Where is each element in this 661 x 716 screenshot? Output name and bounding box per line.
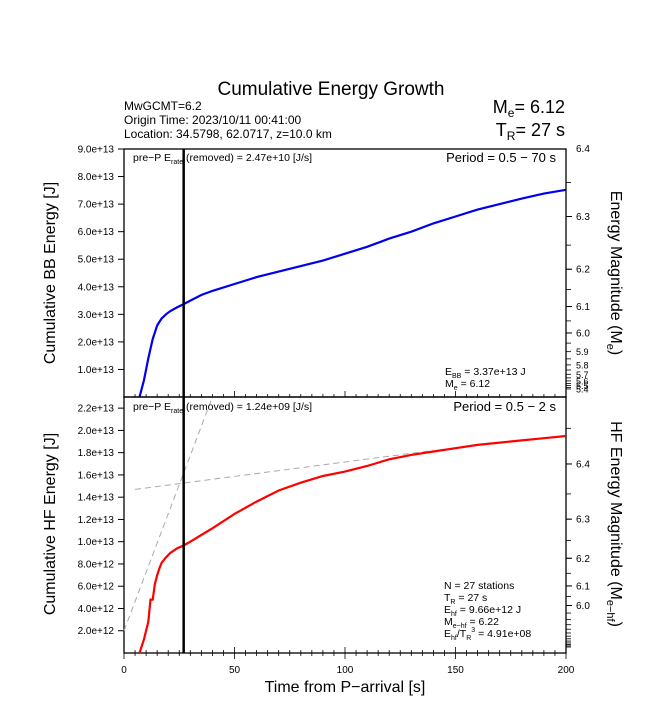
y2-tick-label: 6.2	[576, 265, 590, 276]
y-tick-label: 4.0e+12	[78, 604, 115, 615]
me-summary: Me= 6.12	[493, 97, 565, 120]
y-tick-label: 1.2e+13	[78, 515, 115, 526]
y-tick-label: 1.6e+13	[78, 470, 115, 481]
hf-energy-line	[138, 434, 567, 654]
y-tick-label: 4.0e+13	[78, 282, 115, 293]
bb-magnitude-axis: 6.0 6.1 6.2 6.3 6.4 5.9 5.85.75.65.55.4	[566, 144, 590, 394]
bb-y-axis-label: Cumulative BB Energy [J]	[42, 182, 59, 364]
hf-magnitude-axis: 6.0 6.1 6.2 6.3 6.4	[566, 427, 590, 648]
bb-period-label: Period = 0.5 − 70 s	[446, 150, 556, 165]
y-tick-label: 6.0e+12	[78, 582, 115, 593]
hf-pre-p-rate: pre−P Erate (removed) = 1.24e+09 [J/s]	[133, 401, 312, 415]
hf-stat-stations: N = 27 stations	[444, 580, 514, 592]
y-tick-label: 8.0e+12	[78, 559, 115, 570]
y2-tick-label: 6.4	[576, 144, 590, 155]
bb-stat-me: Me = 6.12	[445, 378, 490, 392]
y-tick-label: 8.0e+13	[78, 172, 115, 183]
hf-period-label: Period = 0.5 − 2 s	[453, 399, 556, 414]
y2-minor-label: 5.7	[576, 370, 589, 380]
y-tick-label: 7.0e+13	[78, 200, 115, 211]
y-tick-label: 5.0e+13	[78, 255, 115, 266]
hf-y-axis-label: Cumulative HF Energy [J]	[42, 433, 59, 615]
y2-tick-label: 6.0	[576, 328, 590, 339]
y2-tick-label: 6.2	[576, 554, 590, 565]
y2-tick-label: 6.1	[576, 581, 590, 592]
y2-minor-label: 5.9	[576, 347, 589, 357]
y2-minor-label: 5.4	[576, 384, 589, 394]
x-tick-label: 100	[337, 665, 354, 676]
hf-stat-tr: TR = 27 s	[444, 592, 487, 606]
y-tick-label: 1.0e+13	[78, 537, 115, 548]
time-x-axis: 0 50 100 150 200	[121, 647, 575, 676]
y2-tick-label: 6.3	[576, 212, 590, 223]
y-tick-label: 2.0e+13	[78, 426, 115, 437]
y-tick-label: 1.4e+13	[78, 493, 115, 504]
chart-title: Cumulative Energy Growth	[217, 79, 444, 100]
hf-stat-ratio: Ehf/TR3 = 4.91e+08	[444, 627, 531, 642]
y-tick-label: 1.8e+13	[78, 448, 115, 459]
y2-tick-label: 6.4	[576, 459, 590, 470]
hf-stat-me-hf: Me−hf = 6.22	[444, 616, 499, 630]
y-tick-label: 3.0e+13	[78, 310, 115, 321]
hf-stat-ehf: Ehf = 9.66e+12 J	[444, 604, 521, 618]
x-tick-label: 150	[447, 665, 464, 676]
hf-late-slope-fit	[134, 449, 434, 490]
hf-energy-panel: 2.0e+12 4.0e+12 6.0e+12 8.0e+12 1.0e+13 1.2e+…	[42, 391, 624, 696]
bb-energy-line	[138, 188, 567, 398]
x-tick-label: 50	[229, 665, 241, 676]
y2-minor-label: 5.6	[576, 376, 589, 386]
y-tick-label: 1.0e+13	[78, 365, 115, 376]
y2-tick-label: 6.0	[576, 601, 590, 612]
bb-x-minor-ticks	[123, 391, 567, 397]
x-tick-label: 0	[121, 665, 127, 676]
y2-minor-label: 5.8	[576, 360, 589, 370]
bb-plot-frame	[123, 148, 567, 398]
x-tick-label: 200	[558, 665, 575, 676]
bb-y-axis: 1.0e+13 2.0e+13 3.0e+13 4.0e+13 5.0e+13 6.0e+…	[78, 145, 124, 376]
y-tick-label: 6.0e+13	[78, 227, 115, 238]
y2-tick-label: 6.3	[576, 515, 590, 526]
y-tick-label: 2.0e+13	[78, 337, 115, 348]
y-tick-label: 9.0e+13	[78, 145, 115, 156]
tr-summary: TR= 27 s	[496, 120, 565, 143]
bb-pre-p-rate: pre−P Erate (removed) = 2.47e+10 [J/s]	[133, 152, 312, 166]
bb-energy-panel: 1.0e+13 2.0e+13 3.0e+13 4.0e+13 5.0e+13 6.0e+…	[42, 144, 624, 398]
hf-y-axis: 2.0e+12 4.0e+12 6.0e+12 8.0e+12 1.0e+13 1.2e+…	[78, 404, 124, 637]
event-location: Location: 34.5798, 62.0717, z=10.0 km	[124, 127, 332, 141]
hf-y2-axis-label: HF Energy Magnitude (Me−hf)	[604, 421, 624, 627]
x-axis-label: Time from P−arrival [s]	[265, 679, 426, 696]
y2-tick-label: 6.1	[576, 302, 590, 313]
hf-early-slope-fit	[123, 396, 213, 631]
y-tick-label: 2.0e+12	[78, 626, 115, 637]
event-mw: MwGCMT=6.2	[124, 99, 202, 113]
bb-stat-ebb: EBB = 3.37e+13 J	[445, 366, 526, 380]
bb-y2-axis-label: Energy Magnitude (Me)	[604, 191, 624, 355]
y-tick-label: 2.2e+13	[78, 404, 115, 415]
y2-minor-label: 5.5	[576, 381, 589, 391]
event-origin-time: Origin Time: 2023/10/11 00:41:00	[124, 113, 302, 127]
